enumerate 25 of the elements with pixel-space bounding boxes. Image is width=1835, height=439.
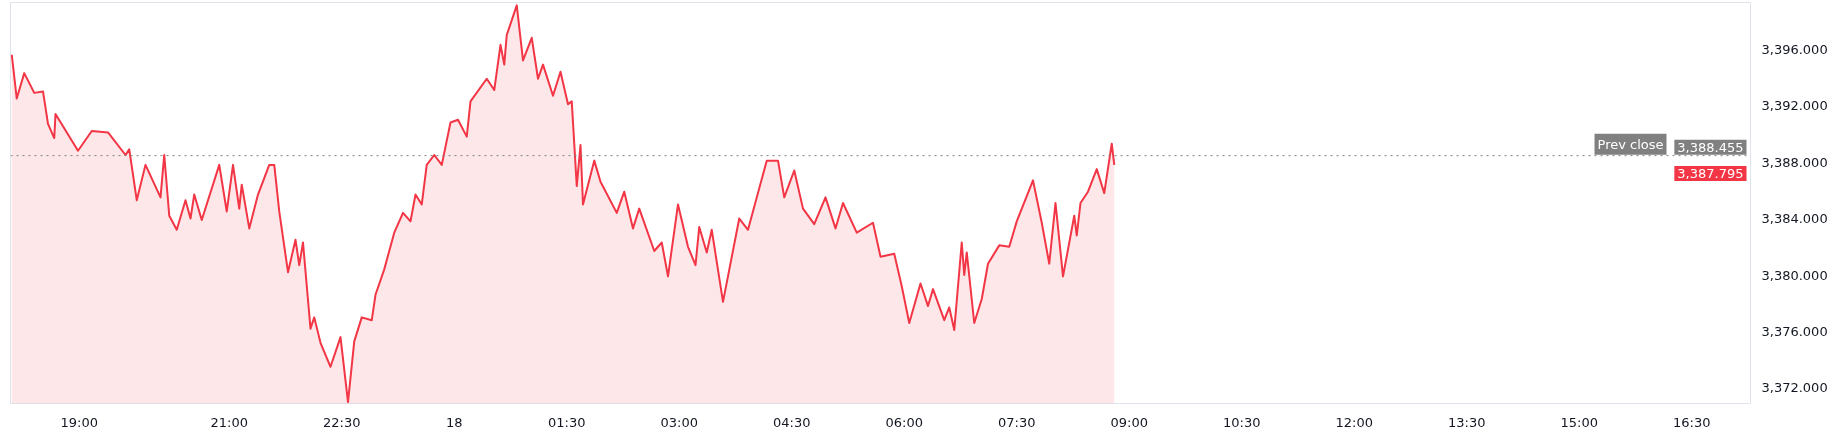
y-tick-label: 3,372.000 (1761, 380, 1828, 396)
y-tick-label: 3,376.000 (1761, 323, 1828, 339)
x-tick-label: 22:30 (323, 414, 361, 430)
x-tick-label: 09:00 (1110, 414, 1148, 430)
x-tick-label: 15:00 (1560, 414, 1598, 430)
x-tick-label: 19:00 (60, 414, 98, 430)
ref-line-label: Prev close (1597, 136, 1664, 152)
y-tick-label: 3,388.000 (1761, 154, 1828, 170)
x-tick-label: 21:00 (210, 414, 248, 430)
y-tick-label: 3,380.000 (1761, 267, 1828, 283)
x-tick-label: 03:00 (660, 414, 698, 430)
y-tick-label: 3,384.000 (1761, 211, 1828, 227)
x-tick-label: 16:30 (1673, 414, 1711, 430)
x-tick-label: 07:30 (998, 414, 1036, 430)
annotation: 3,387.795 (1677, 165, 1744, 181)
x-tick-label: 06:00 (885, 414, 923, 430)
x-tick-label: 12:00 (1335, 414, 1373, 430)
annotation: 3,388.455 (1677, 139, 1744, 155)
x-tick-label: 10:30 (1223, 414, 1261, 430)
x-tick-label: 13:30 (1448, 414, 1486, 430)
x-tick-label: 18 (445, 414, 463, 430)
y-tick-label: 3,396.000 (1761, 41, 1828, 57)
x-tick-label: 01:30 (548, 414, 586, 430)
x-tick-label: 04:30 (773, 414, 811, 430)
y-tick-label: 3,392.000 (1761, 98, 1828, 114)
